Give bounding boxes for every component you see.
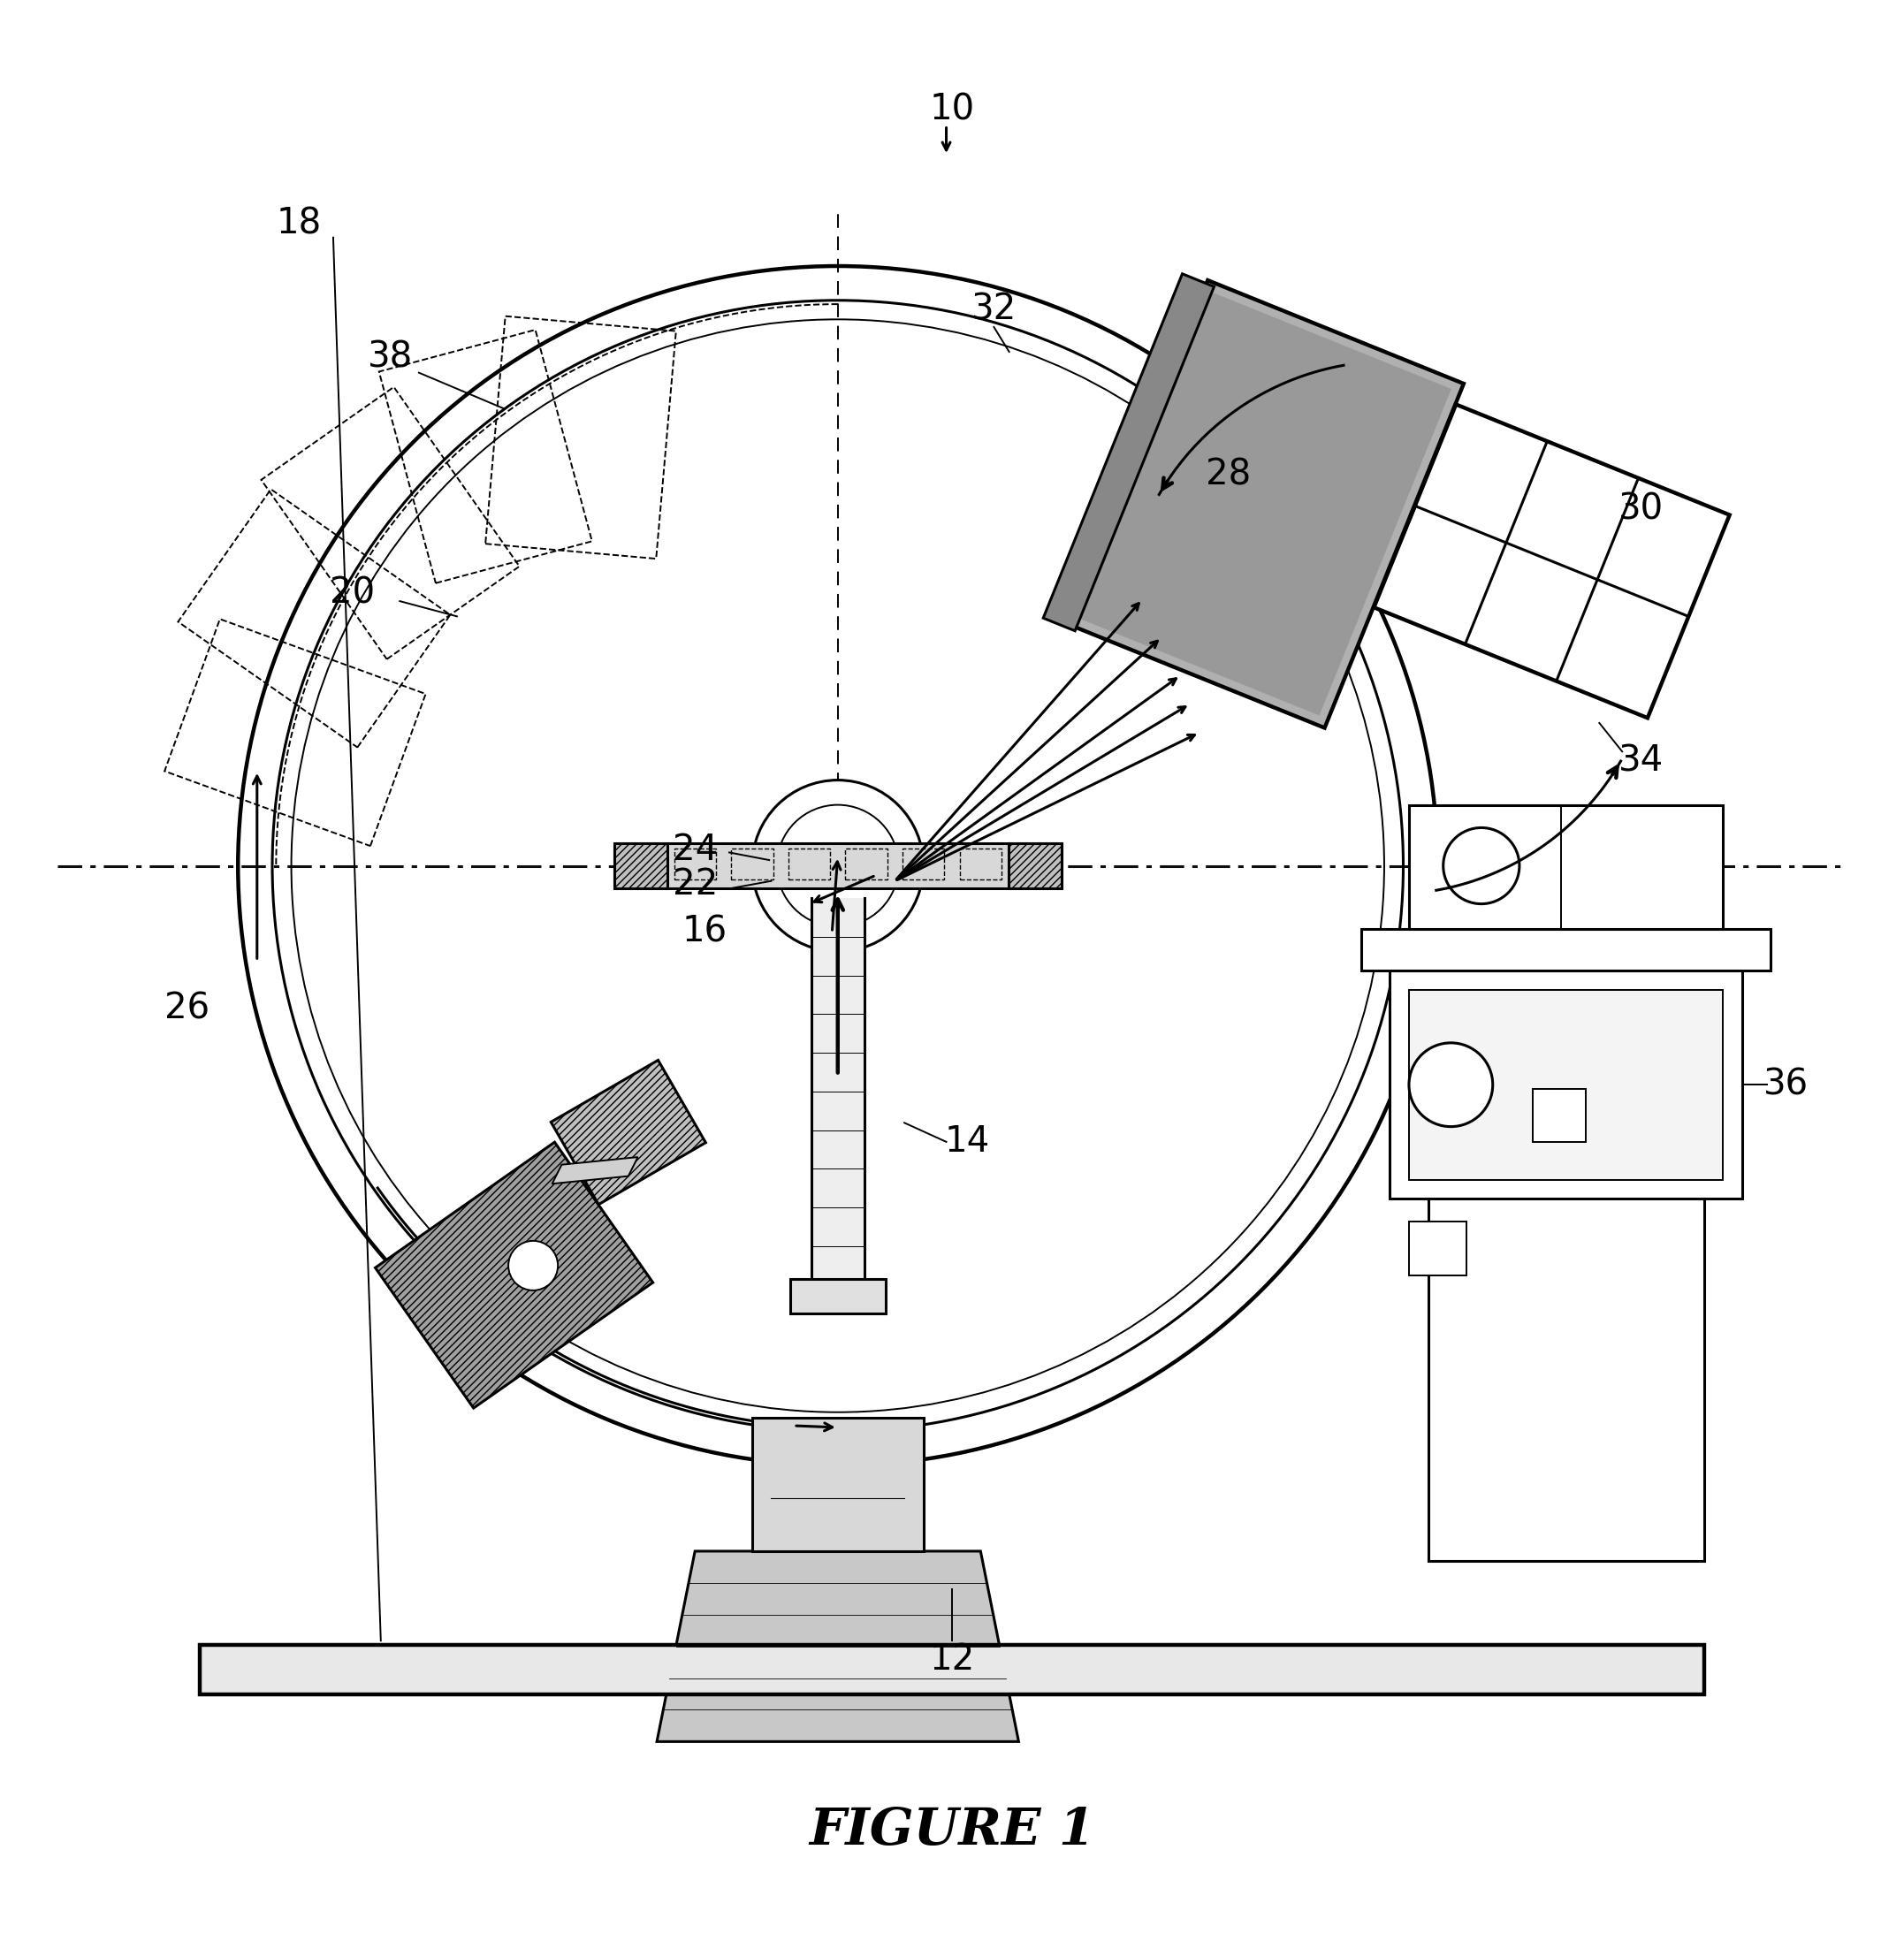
Circle shape — [777, 806, 899, 926]
Bar — [1009, 842, 1062, 889]
Text: FIGURE 1: FIGURE 1 — [809, 1805, 1095, 1856]
Circle shape — [752, 780, 923, 951]
Polygon shape — [1068, 280, 1464, 728]
Text: 20: 20 — [329, 576, 375, 611]
Text: 34: 34 — [1618, 743, 1664, 778]
Bar — [1409, 806, 1723, 928]
Bar — [1533, 1089, 1586, 1141]
Polygon shape — [1043, 274, 1215, 631]
Text: 36: 36 — [1763, 1068, 1809, 1102]
Bar — [613, 842, 666, 889]
Bar — [731, 848, 773, 879]
Text: 10: 10 — [929, 93, 975, 128]
Text: 38: 38 — [367, 340, 413, 375]
Text: 12: 12 — [929, 1642, 975, 1677]
Polygon shape — [375, 1141, 653, 1407]
Bar — [960, 848, 1002, 879]
Bar — [1409, 1221, 1466, 1275]
Text: 22: 22 — [672, 868, 718, 903]
Circle shape — [508, 1240, 558, 1291]
Bar — [902, 848, 944, 879]
Circle shape — [228, 256, 1447, 1475]
Bar — [200, 1644, 1704, 1694]
Polygon shape — [550, 1060, 706, 1205]
Text: 28: 28 — [1205, 458, 1251, 493]
Bar — [1361, 928, 1771, 970]
Bar — [845, 848, 887, 879]
Text: 26: 26 — [164, 992, 209, 1027]
Circle shape — [1443, 827, 1519, 905]
Circle shape — [1409, 1042, 1493, 1126]
Polygon shape — [1081, 293, 1451, 716]
Bar — [811, 899, 864, 1285]
Polygon shape — [1375, 404, 1729, 718]
Text: 32: 32 — [971, 293, 1017, 328]
Text: 14: 14 — [944, 1124, 990, 1159]
Bar — [1390, 970, 1742, 1200]
Polygon shape — [657, 1551, 1019, 1741]
Bar — [674, 848, 716, 879]
Bar — [788, 848, 830, 879]
Bar — [790, 1279, 885, 1314]
Bar — [613, 842, 1062, 889]
Text: 24: 24 — [672, 833, 718, 868]
Text: 18: 18 — [276, 206, 322, 243]
Text: 30: 30 — [1618, 493, 1664, 528]
Polygon shape — [552, 1157, 638, 1184]
Bar — [1409, 990, 1723, 1180]
Bar — [752, 1419, 923, 1551]
Text: 16: 16 — [682, 914, 727, 949]
